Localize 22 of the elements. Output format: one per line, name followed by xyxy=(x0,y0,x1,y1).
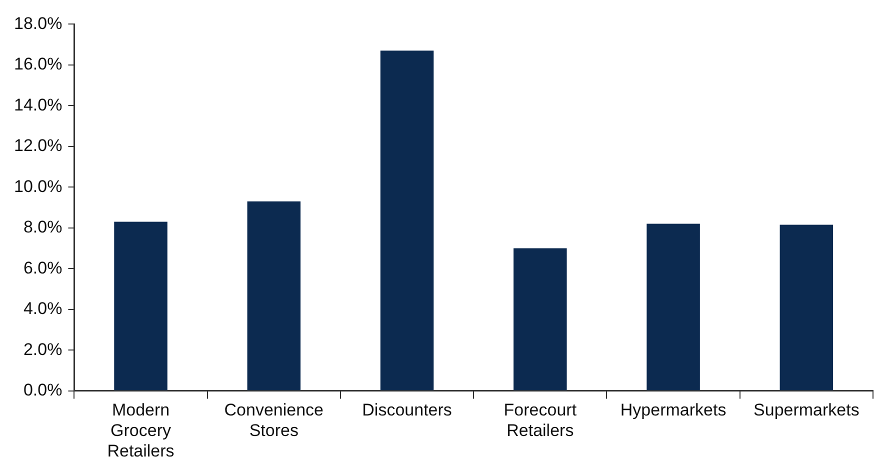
x-tick-label: Discounters xyxy=(362,400,452,420)
y-tick-label: 12.0% xyxy=(14,136,62,156)
y-tick-label: 6.0% xyxy=(23,258,62,278)
y-tick-label: 8.0% xyxy=(23,218,62,237)
y-tick-label: 2.0% xyxy=(23,340,62,359)
x-tick-label: Convenience Stores xyxy=(224,400,324,440)
y-tick-label: 16.0% xyxy=(14,54,62,74)
y-tick-label: 0.0% xyxy=(23,380,62,400)
x-tick-label: Supermarkets xyxy=(754,400,860,420)
x-tick-label: Hypermarkets xyxy=(620,400,726,420)
bar xyxy=(114,222,168,390)
bar xyxy=(646,224,700,390)
y-tick-label: 4.0% xyxy=(23,299,62,318)
bar xyxy=(514,248,567,390)
bar xyxy=(780,224,834,390)
y-tick-label: 14.0% xyxy=(14,95,62,114)
x-tick-label: Modern Grocery Retailers xyxy=(107,400,174,460)
bar xyxy=(247,201,301,390)
bar xyxy=(380,50,434,390)
x-tick-label: Forecourt Retailers xyxy=(504,400,577,440)
y-tick-label: 18.0% xyxy=(14,14,62,33)
y-tick-label: 10.0% xyxy=(14,176,62,196)
